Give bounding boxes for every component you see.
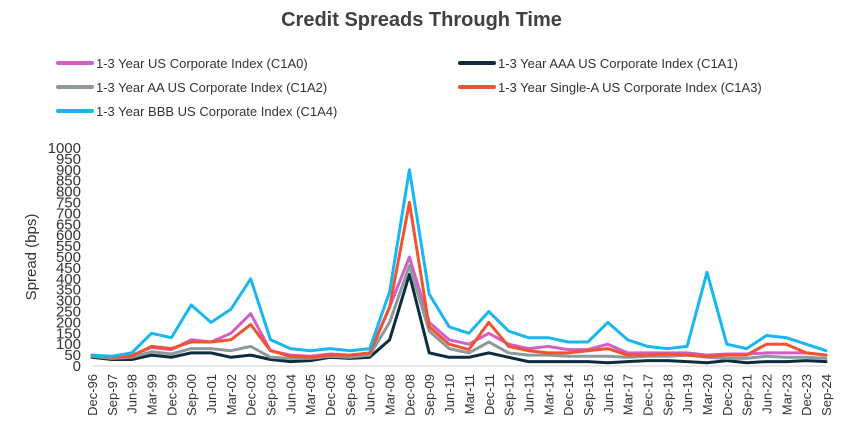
y-tick-label-19: 950 <box>56 151 81 168</box>
y-tick-label-20: 1000 <box>48 140 81 157</box>
x-tick-label-17: Sep-09 <box>422 374 437 416</box>
x-tick-label-6: Jun-01 <box>204 374 219 414</box>
x-tick-label-3: Mar-99 <box>145 374 160 415</box>
x-tick-label-37: Sep-24 <box>819 374 834 416</box>
x-tick-label-2: Jun-98 <box>125 374 140 414</box>
x-tick-label-12: Dec-05 <box>323 374 338 416</box>
x-tick-label-21: Sep-12 <box>502 374 517 416</box>
x-tick-label-26: Jun-16 <box>601 374 616 414</box>
x-tick-label-7: Mar-02 <box>224 374 239 415</box>
y-tick-label-7: 350 <box>56 282 81 299</box>
legend-label-3: 1-3 Year Single-A US Corporate Index (C1… <box>498 79 762 95</box>
x-tick-label-35: Mar-23 <box>779 374 794 415</box>
x-tick-label-34: Jun-22 <box>759 374 774 414</box>
legend-swatch-0 <box>56 61 94 65</box>
y-tick-label-10: 500 <box>56 249 81 266</box>
y-tick-label-0: 0 <box>73 358 81 375</box>
x-tick-label-4: Dec-99 <box>164 374 179 416</box>
y-tick-label-11: 550 <box>56 238 81 255</box>
x-tick-label-31: Mar-20 <box>700 374 715 415</box>
legend-swatch-1 <box>458 61 496 65</box>
legend-item-1: 1-3 Year AAA US Corporate Index (C1A1) <box>458 54 738 72</box>
legend-label-0: 1-3 Year US Corporate Index (C1A0) <box>96 55 308 71</box>
series-line-3 <box>90 201 828 359</box>
x-tick-label-28: Dec-17 <box>640 374 655 416</box>
legend-swatch-3 <box>458 85 496 89</box>
legend-swatch-4 <box>56 109 94 113</box>
x-tick-label-25: Sep-15 <box>581 374 596 416</box>
x-tick-label-9: Sep-03 <box>264 374 279 416</box>
x-tick-label-11: Mar-05 <box>303 374 318 415</box>
legend-item-4: 1-3 Year BBB US Corporate Index (C1A4) <box>56 102 337 120</box>
series-line-4 <box>90 168 828 358</box>
x-tick-label-36: Dec-23 <box>799 374 814 416</box>
legend-item-0: 1-3 Year US Corporate Index (C1A0) <box>56 54 308 72</box>
x-tick-label-20: Dec-11 <box>482 374 497 415</box>
x-tick-label-19: Mar-11 <box>462 374 477 414</box>
y-tick-label-16: 800 <box>56 184 81 201</box>
x-tick-label-13: Sep-06 <box>343 374 358 416</box>
legend-label-4: 1-3 Year BBB US Corporate Index (C1A4) <box>96 103 338 119</box>
y-tick-label-8: 400 <box>56 271 81 288</box>
x-tick-label-29: Sep-18 <box>660 374 675 416</box>
x-tick-label-1: Sep-97 <box>105 374 120 416</box>
y-tick-label-13: 650 <box>56 216 81 233</box>
y-tick-label-6: 300 <box>56 293 81 310</box>
x-tick-label-22: Jun-13 <box>521 374 536 414</box>
x-tick-label-27: Mar-17 <box>621 374 636 415</box>
x-tick-label-30: Jun-19 <box>680 374 695 414</box>
chart-title: Credit Spreads Through Time <box>281 9 562 31</box>
legend-item-2: 1-3 Year AA US Corporate Index (C1A2) <box>56 78 327 96</box>
legend: 1-3 Year US Corporate Index (C1A0) 1-3 Ye… <box>0 0 843 130</box>
x-tick-label-16: Dec-08 <box>402 374 417 416</box>
x-tick-label-0: Dec-96 <box>85 374 100 416</box>
y-tick-label-9: 450 <box>56 260 81 277</box>
y-tick-label-18: 900 <box>56 162 81 179</box>
legend-label-2: 1-3 Year AA US Corporate Index (C1A2) <box>96 79 328 95</box>
legend-label-1: 1-3 Year AAA US Corporate Index (C1A1) <box>498 55 738 71</box>
y-tick-label-5: 250 <box>56 304 81 321</box>
y-tick-label-2: 100 <box>56 336 81 353</box>
x-tick-label-5: Sep-00 <box>184 374 199 416</box>
y-axis-label: Spread (bps) <box>23 214 40 301</box>
y-tick-label-1: 50 <box>64 347 81 364</box>
y-tick-label-15: 750 <box>56 195 81 212</box>
series-line-1 <box>90 272 828 365</box>
legend-item-3: 1-3 Year Single-A US Corporate Index (C1… <box>458 78 762 96</box>
series-line-2 <box>90 264 828 360</box>
y-tick-label-17: 850 <box>56 173 81 190</box>
legend-swatch-2 <box>56 85 94 89</box>
x-tick-label-32: Dec-20 <box>720 374 735 416</box>
x-tick-label-24: Dec-14 <box>561 374 576 416</box>
y-tick-label-12: 600 <box>56 227 81 244</box>
x-tick-label-8: Dec-02 <box>244 374 259 416</box>
y-tick-label-3: 150 <box>56 325 81 342</box>
x-tick-label-18: Jun-10 <box>442 374 457 414</box>
x-tick-label-14: Jun-07 <box>363 374 378 414</box>
x-tick-label-33: Sep-21 <box>740 374 755 416</box>
x-tick-label-15: Mar-08 <box>383 374 398 415</box>
x-tick-label-23: Mar-14 <box>541 374 556 415</box>
y-tick-label-4: 200 <box>56 314 81 331</box>
x-tick-label-10: Jun-04 <box>283 374 298 414</box>
y-tick-label-14: 700 <box>56 205 81 222</box>
